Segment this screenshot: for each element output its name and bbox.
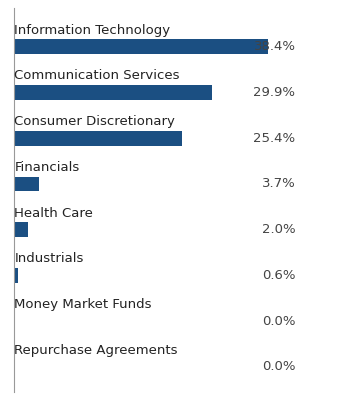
- Bar: [14, 268, 18, 283]
- Bar: [14, 85, 212, 100]
- Text: Communication Services: Communication Services: [14, 69, 180, 82]
- Bar: [14, 223, 28, 237]
- Text: Money Market Funds: Money Market Funds: [14, 298, 152, 311]
- Text: 0.0%: 0.0%: [262, 315, 296, 327]
- Text: Industrials: Industrials: [14, 252, 84, 265]
- Text: 29.9%: 29.9%: [253, 86, 296, 99]
- Text: 25.4%: 25.4%: [253, 132, 296, 145]
- Text: 2.0%: 2.0%: [262, 223, 296, 236]
- Text: 3.7%: 3.7%: [262, 177, 296, 190]
- Text: Repurchase Agreements: Repurchase Agreements: [14, 344, 178, 357]
- Bar: [14, 131, 183, 146]
- Bar: [14, 40, 268, 54]
- Text: Health Care: Health Care: [14, 207, 93, 220]
- Text: Consumer Discretionary: Consumer Discretionary: [14, 115, 175, 128]
- Text: Financials: Financials: [14, 161, 80, 174]
- Text: 0.0%: 0.0%: [262, 360, 296, 373]
- Text: Information Technology: Information Technology: [14, 24, 171, 37]
- Text: 0.6%: 0.6%: [262, 269, 296, 282]
- Text: 38.4%: 38.4%: [253, 40, 296, 53]
- Bar: [14, 177, 39, 191]
